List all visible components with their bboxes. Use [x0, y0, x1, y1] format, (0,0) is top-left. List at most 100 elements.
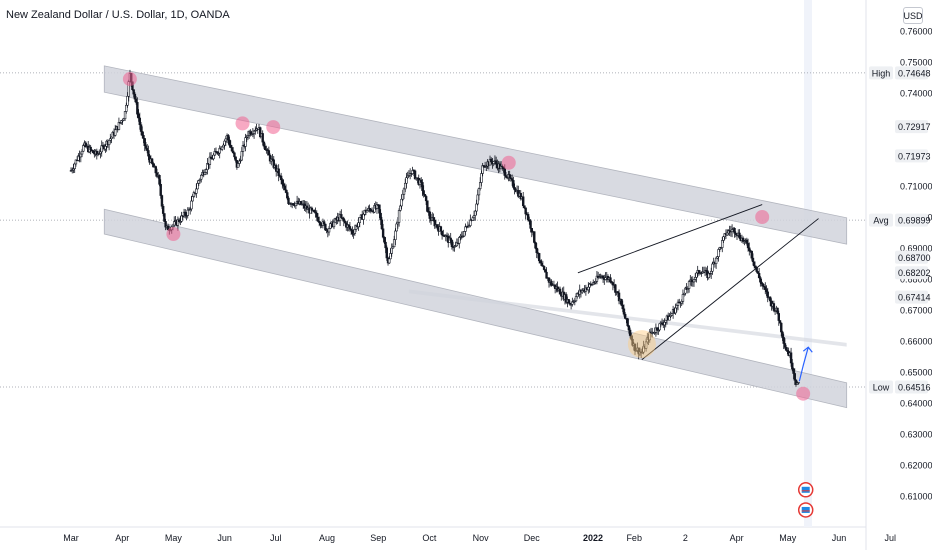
- candle-body: [748, 247, 751, 251]
- candle-body: [722, 236, 725, 241]
- candle-body: [765, 289, 768, 293]
- candle-body: [224, 138, 228, 142]
- price-badge-value: 0.72917: [898, 122, 931, 132]
- candle-body: [733, 228, 736, 234]
- candle-body: [173, 221, 176, 226]
- candle-body: [362, 214, 365, 220]
- candle-body: [721, 240, 724, 248]
- flag-detail: [801, 506, 810, 513]
- x-tick-label: May: [779, 533, 797, 543]
- candle-body: [669, 314, 672, 317]
- candle-body: [422, 190, 425, 195]
- candle-body: [294, 202, 298, 207]
- candle-body: [240, 151, 244, 161]
- candle-body: [717, 249, 720, 257]
- candle-body: [163, 213, 166, 222]
- candle-body: [782, 337, 785, 344]
- candle-body: [476, 194, 479, 205]
- candle-body: [139, 124, 143, 132]
- candle-body: [332, 221, 336, 228]
- candle-body: [424, 196, 428, 202]
- candle-body: [159, 183, 162, 196]
- candle-body: [620, 299, 623, 306]
- candle-body: [263, 145, 267, 150]
- candle-body: [512, 180, 515, 188]
- candle-body: [530, 228, 534, 233]
- candle-body: [230, 147, 234, 152]
- candle-body: [397, 210, 401, 223]
- candle-body: [283, 185, 287, 191]
- x-tick-label: 2: [683, 533, 688, 543]
- candle-body: [574, 296, 578, 302]
- candle-body: [143, 138, 146, 146]
- candle-body: [399, 205, 402, 211]
- candle-body: [212, 154, 215, 160]
- candle-body: [117, 122, 121, 130]
- y-tick-label: 0.76000: [900, 27, 932, 37]
- candle-body: [381, 228, 385, 238]
- pivot-marker: [266, 120, 281, 135]
- candle-body: [402, 188, 406, 195]
- candle-body: [628, 329, 632, 336]
- candle-body: [778, 320, 782, 324]
- candle-body: [204, 169, 208, 173]
- pivot-marker: [122, 72, 137, 87]
- candle-body: [191, 196, 194, 202]
- candle-body: [197, 180, 200, 184]
- candle-body: [772, 303, 776, 311]
- candle-body: [195, 188, 198, 194]
- candle-body: [384, 241, 387, 249]
- x-tick-label: 2022: [583, 533, 603, 543]
- y-tick-label: 0.62000: [900, 461, 932, 471]
- candle-body: [464, 226, 467, 232]
- candle-body: [529, 220, 532, 229]
- candle-body: [142, 135, 145, 139]
- candle-body: [558, 288, 562, 295]
- arrow-head-icon: [802, 346, 813, 353]
- candle-body: [378, 204, 381, 214]
- candle-body: [133, 93, 137, 100]
- currency-button[interactable]: USD: [903, 7, 923, 24]
- price-badge-label: High: [872, 68, 891, 78]
- candle-body: [537, 253, 541, 262]
- candle-body: [379, 212, 382, 221]
- candle-body: [789, 352, 793, 364]
- price-badge: [895, 266, 928, 280]
- candle-body: [104, 145, 107, 150]
- candle-body: [449, 237, 452, 241]
- candle-body: [392, 239, 396, 248]
- candle-body: [186, 209, 189, 216]
- price-badge-value: 0.71973: [898, 151, 931, 161]
- candle-body: [760, 281, 763, 285]
- candle-body: [238, 160, 241, 164]
- candle-body: [267, 150, 271, 156]
- candle-body: [428, 211, 432, 219]
- candle-body: [750, 250, 753, 259]
- candle-body: [91, 150, 95, 154]
- candle-body: [190, 200, 193, 210]
- candle-body: [275, 165, 278, 172]
- candle-body: [107, 139, 111, 146]
- candle-body: [161, 205, 165, 214]
- candle-body: [535, 247, 538, 254]
- candle-body: [475, 203, 478, 212]
- candle-body: [196, 183, 199, 190]
- candle-body: [132, 89, 135, 95]
- candle-body: [524, 207, 527, 215]
- projection-arrow: [798, 347, 809, 382]
- x-tick-label: Mar: [63, 533, 79, 543]
- candle-body: [504, 175, 508, 178]
- candle-body: [79, 153, 83, 158]
- candle-body: [725, 232, 729, 236]
- channel-band: [103, 208, 848, 409]
- candle-body: [681, 294, 685, 302]
- candle-body: [521, 196, 525, 207]
- price-badge-value: 0.74648: [898, 68, 931, 78]
- price-badge-value: 0.67414: [898, 293, 931, 303]
- candle-body: [503, 168, 506, 176]
- candle-body: [80, 150, 84, 155]
- candle-body: [668, 316, 671, 321]
- candle-body: [218, 147, 221, 154]
